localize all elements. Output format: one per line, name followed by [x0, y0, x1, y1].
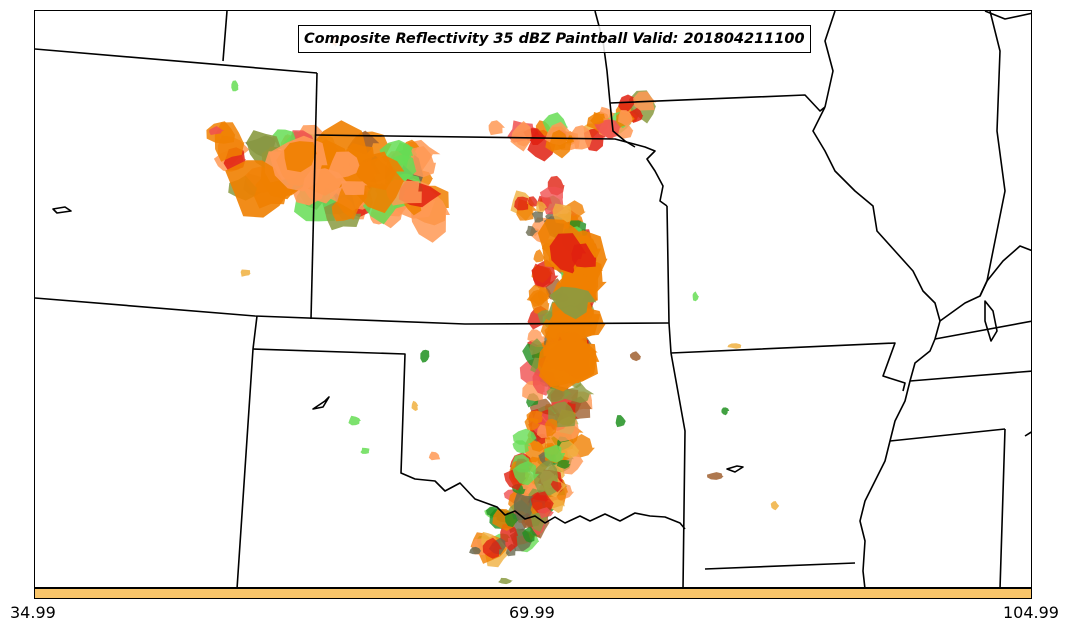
- paintball-reflectivity-layer: [206, 35, 780, 585]
- reflectivity-blob: [549, 129, 568, 151]
- reflectivity-blob: [527, 329, 546, 346]
- state-boundary: [252, 348, 686, 530]
- reflectivity-blob: [770, 501, 780, 511]
- state-boundary: [934, 320, 1031, 340]
- reflectivity-blob: [360, 447, 370, 454]
- state-boundary: [999, 428, 1006, 587]
- reflectivity-blob: [525, 225, 539, 237]
- state-boundary: [909, 370, 1031, 382]
- lake-outline: [52, 206, 72, 214]
- state-boundary: [979, 245, 1031, 297]
- reflectivity-blob: [284, 141, 317, 173]
- state-boundary: [222, 11, 228, 62]
- reflectivity-blob: [512, 428, 537, 445]
- state-boundary: [666, 205, 686, 587]
- reflectivity-blob: [348, 415, 361, 426]
- reflectivity-blob: [537, 340, 584, 382]
- reflectivity-blob: [544, 418, 558, 437]
- reflectivity-blob: [550, 499, 565, 514]
- reflectivity-blob: [544, 444, 566, 463]
- reflectivity-blob: [618, 94, 638, 112]
- reflectivity-blob: [556, 459, 571, 469]
- reflectivity-blob: [528, 284, 550, 307]
- reflectivity-blob: [618, 110, 633, 127]
- state-boundary: [1024, 431, 1031, 437]
- reflectivity-blob: [533, 249, 545, 263]
- reflectivity-blob: [526, 410, 543, 425]
- state-boundaries: [35, 11, 1031, 587]
- reflectivity-blob: [590, 112, 605, 125]
- reflectivity-blob: [552, 203, 572, 224]
- reflectivity-blob: [428, 451, 441, 461]
- colorbar-tick-label: 104.99: [1003, 603, 1059, 622]
- reflectivity-blob: [411, 400, 419, 411]
- reflectivity-blob: [420, 349, 430, 363]
- reflectivity-blob: [527, 196, 539, 207]
- reflectivity-blob: [536, 201, 548, 214]
- colorbar-tick-label: 69.99: [509, 603, 555, 622]
- reflectivity-blob: [328, 151, 360, 179]
- reflectivity-blob: [721, 407, 730, 416]
- state-boundary: [35, 48, 318, 74]
- reflectivity-blob: [531, 211, 544, 223]
- state-boundary: [310, 72, 318, 320]
- map-panel: Composite Reflectivity 35 dBZ Paintball …: [34, 10, 1032, 588]
- reflectivity-blob: [571, 243, 596, 268]
- reflectivity-blob: [570, 125, 593, 150]
- reflectivity-map: [35, 11, 1031, 587]
- state-boundary: [35, 297, 670, 325]
- reflectivity-blob: [530, 491, 554, 514]
- reflectivity-blob: [469, 546, 481, 555]
- state-boundary: [236, 315, 258, 587]
- lake-outline: [726, 465, 744, 473]
- map-title: Composite Reflectivity 35 dBZ Paintball …: [298, 25, 811, 53]
- reflectivity-blob: [615, 415, 626, 428]
- reflectivity-blob: [512, 460, 540, 486]
- reflectivity-blob: [549, 286, 597, 320]
- state-boundary: [939, 11, 1006, 322]
- reflectivity-blob: [546, 387, 572, 403]
- state-boundary: [609, 94, 826, 112]
- reflectivity-blob: [488, 120, 505, 136]
- state-boundary: [824, 11, 836, 108]
- reflectivity-blob: [510, 121, 532, 152]
- colorbar-tick-label: 34.99: [10, 603, 56, 622]
- colorbar: [34, 588, 1032, 599]
- reflectivity-blob: [529, 338, 544, 356]
- reflectivity-blob: [209, 126, 225, 135]
- reflectivity-blob: [692, 291, 699, 302]
- reflectivity-blob: [231, 80, 239, 92]
- lake-outline: [312, 396, 330, 410]
- reflectivity-blob: [513, 492, 535, 521]
- reflectivity-blob: [498, 577, 514, 585]
- reflectivity-blob: [522, 525, 538, 543]
- reflectivity-blob: [514, 196, 529, 211]
- reflectivity-blob: [214, 122, 245, 162]
- lake-outline: [984, 300, 998, 342]
- state-boundary: [812, 106, 941, 587]
- reflectivity-blob: [593, 119, 621, 139]
- reflectivity-blob: [240, 269, 251, 277]
- reflectivity-blob: [358, 155, 405, 191]
- reflectivity-blob: [629, 351, 641, 362]
- reflectivity-blob: [727, 343, 742, 349]
- reflectivity-blob: [482, 537, 502, 559]
- state-boundary: [889, 428, 1006, 442]
- reflectivity-blob: [537, 507, 555, 519]
- state-boundary: [984, 11, 1031, 20]
- state-boundary: [670, 342, 906, 392]
- state-boundary: [704, 562, 856, 570]
- reflectivity-blob: [550, 480, 562, 493]
- reflectivity-blob: [707, 472, 724, 480]
- reflectivity-blob: [564, 382, 595, 404]
